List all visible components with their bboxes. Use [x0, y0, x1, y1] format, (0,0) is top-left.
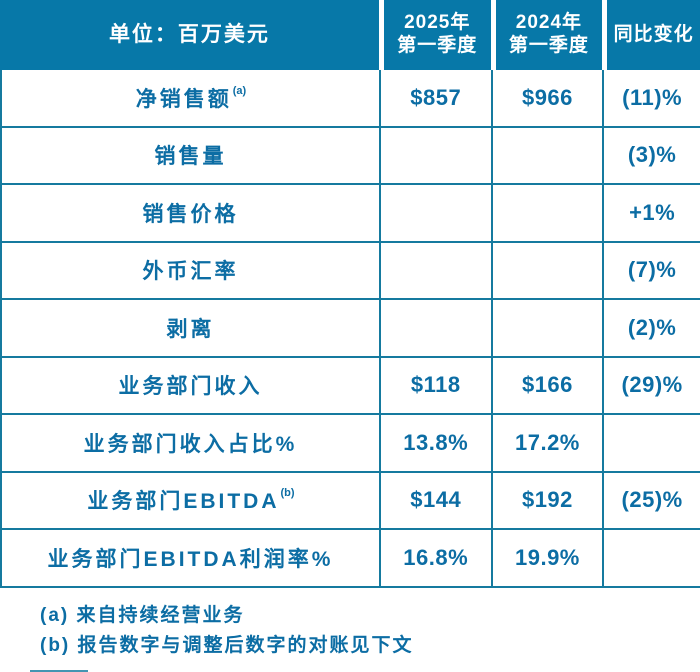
q1-2024-line1: 2024年: [515, 12, 583, 34]
financial-results-table: 单位：百万美元 2025年 第一季度 2024年 第一季度 同比变化 净销售额(…: [0, 0, 700, 588]
row-label-text: 业务部门EBITDA利润率%: [47, 547, 334, 571]
cell-2024-value: 19.9%: [490, 530, 603, 586]
table-header-row: 单位：百万美元 2025年 第一季度 2024年 第一季度 同比变化: [0, 0, 700, 70]
cell-2024-value: [490, 300, 603, 356]
row-label: 外币汇率: [2, 243, 379, 299]
cell-change-value: [602, 415, 700, 471]
row-label-text: 外币汇率: [142, 260, 239, 284]
table-row-segment-ebitda: 业务部门EBITDA (b) $144 $192 (25)%: [2, 472, 700, 530]
table-row-net-sales: 净销售额 (a) $857 $966 (11)%: [2, 70, 700, 128]
q1-2025-line1: 2025年: [404, 12, 471, 34]
cropped-bottom-sliver: [30, 670, 88, 672]
row-label: 业务部门EBITDA利润率%: [2, 530, 379, 586]
row-label-text: 净销售额: [135, 87, 232, 111]
table-row-sales-price: 销售价格 +1%: [2, 185, 700, 243]
header-q1-2024-cell: 2024年 第一季度: [490, 0, 603, 70]
row-label: 净销售额 (a): [2, 70, 379, 126]
cell-2024-value: 17.2%: [490, 415, 603, 471]
table-row-sales-volume: 销售量 (3)%: [2, 127, 700, 185]
footnote-a: (a) 来自持续经营业务: [40, 604, 245, 626]
row-label-text: 剥离: [166, 317, 215, 341]
row-label-text: 业务部门收入: [118, 375, 263, 399]
row-label-text: 业务部门收入占比%: [83, 432, 298, 456]
cell-change-value: (7)%: [602, 242, 700, 298]
cell-2024-value: [490, 185, 603, 241]
row-label-text: 销售价格: [142, 202, 239, 226]
cell-2024-value: $192: [490, 472, 603, 528]
cell-2025-value: [378, 300, 491, 356]
cell-change-value: (29)%: [602, 357, 700, 413]
cell-2025-value: $857: [378, 70, 491, 126]
table-row-divestitures: 剥离 (2)%: [2, 300, 700, 358]
footnotes: (a) 来自持续经营业务 (b) 报告数字与调整后数字的对账见下文: [40, 601, 700, 661]
yoy-change-label: 同比变化: [613, 23, 694, 45]
unit-label: 单位：百万美元: [108, 23, 270, 47]
cell-2025-value: $118: [378, 357, 491, 413]
cell-change-value: (11)%: [602, 70, 700, 126]
row-label: 销售价格: [2, 185, 379, 241]
row-label: 业务部门收入: [2, 358, 379, 414]
table-row-segment-income: 业务部门收入 $118 $166 (29)%: [2, 357, 700, 415]
header-yoy-change-cell: 同比变化: [602, 0, 700, 70]
footnote-b: (b) 报告数字与调整后数字的对账见下文: [40, 634, 414, 656]
cell-change-value: +1%: [602, 185, 700, 241]
cell-2025-value: 16.8%: [378, 530, 491, 586]
footnote-marker-b: (b): [280, 487, 295, 500]
cell-change-value: (3)%: [602, 127, 700, 183]
cell-2024-value: $166: [490, 357, 603, 413]
cell-change-value: [602, 530, 700, 586]
cell-2025-value: [378, 242, 491, 298]
q1-2024-line2: 第一季度: [508, 35, 589, 56]
row-label: 剥离: [2, 300, 379, 356]
cell-2025-value: 13.8%: [378, 415, 491, 471]
cell-2024-value: [490, 242, 603, 298]
q1-2025-line2: 第一季度: [397, 35, 478, 56]
cell-2025-value: $144: [378, 472, 491, 528]
header-unit-cell: 单位：百万美元: [0, 0, 379, 70]
row-label: 业务部门EBITDA (b): [2, 473, 379, 529]
table-row-segment-ebitda-margin: 业务部门EBITDA利润率% 16.8% 19.9%: [2, 530, 700, 588]
footnote-marker-a: (a): [232, 84, 247, 97]
cell-2025-value: [378, 185, 491, 241]
cell-change-value: (25)%: [602, 472, 700, 528]
header-q1-2025-cell: 2025年 第一季度: [378, 0, 491, 70]
table-row-segment-income-pct: 业务部门收入占比% 13.8% 17.2%: [2, 415, 700, 473]
row-label-text: 销售量: [154, 145, 227, 169]
row-label: 业务部门收入占比%: [2, 415, 379, 471]
row-label: 销售量: [2, 128, 379, 184]
table-row-foreign-currency: 外币汇率 (7)%: [2, 242, 700, 300]
cell-change-value: (2)%: [602, 300, 700, 356]
cell-2024-value: [490, 127, 603, 183]
cell-2025-value: [378, 127, 491, 183]
row-label-text: 业务部门EBITDA: [87, 490, 280, 514]
cell-2024-value: $966: [490, 70, 603, 126]
